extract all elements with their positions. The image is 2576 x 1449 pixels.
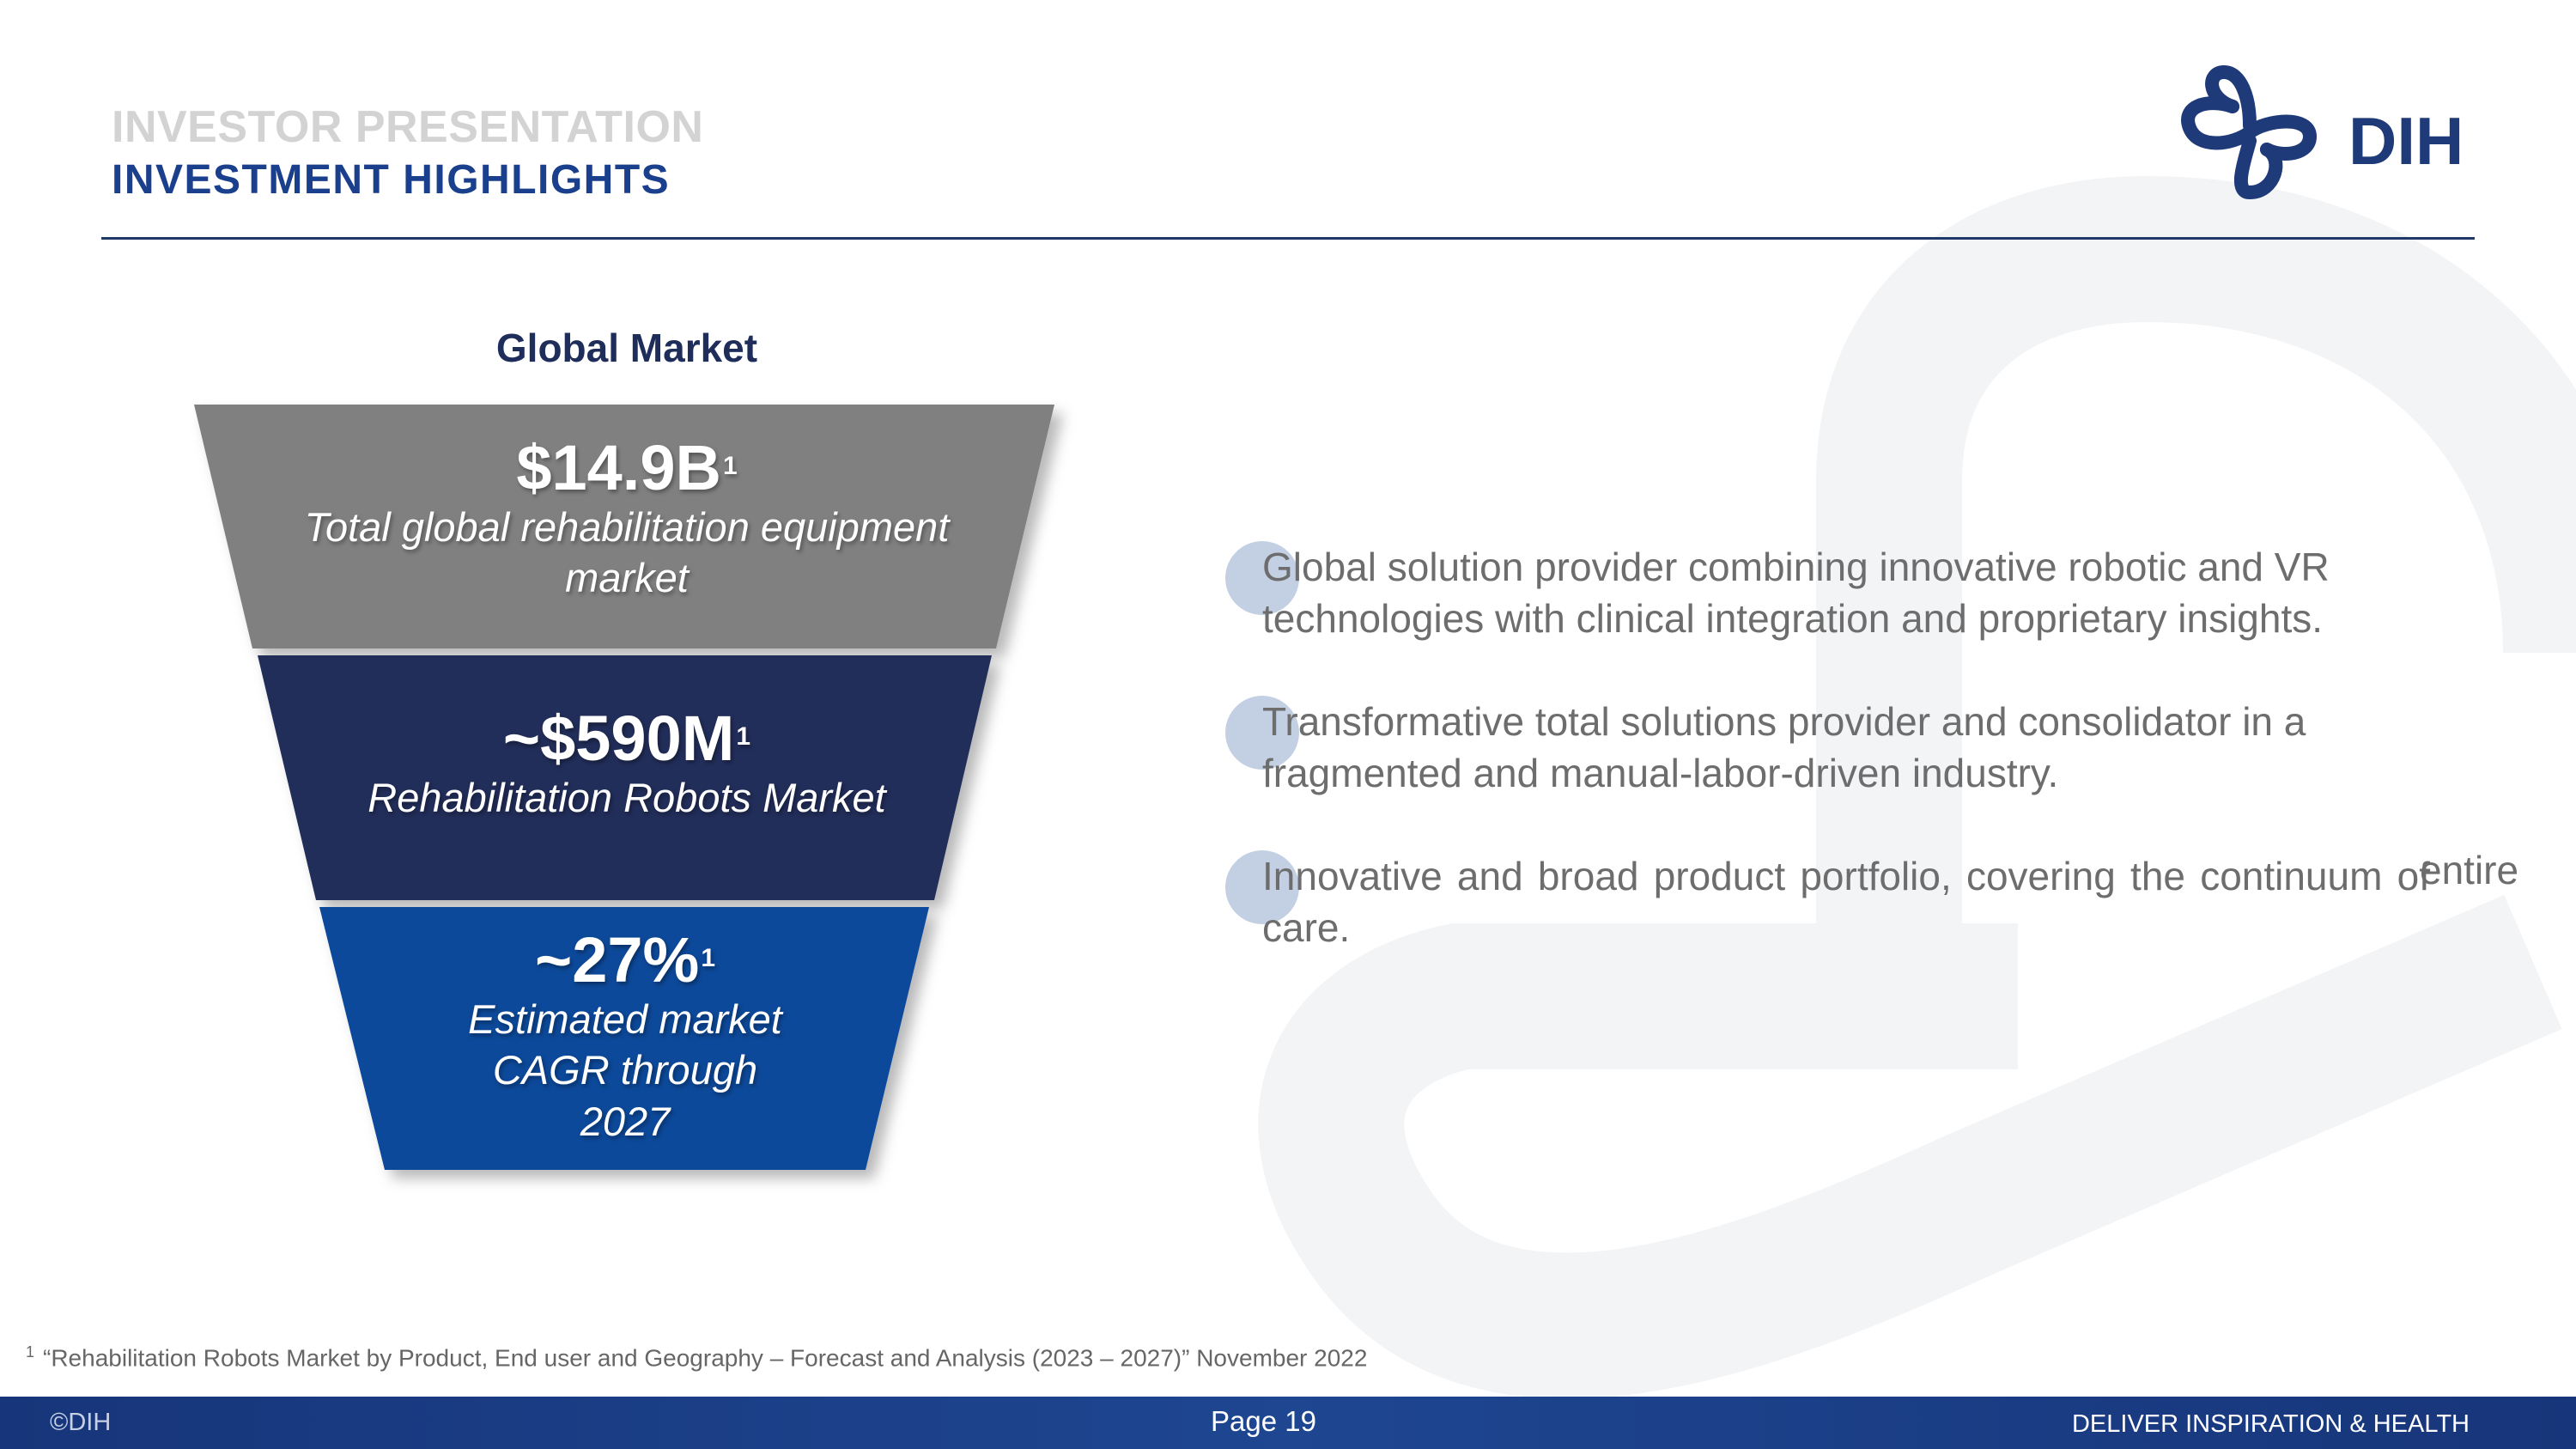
footer-bar: ©DIH Page 19 DELIVER INSPIRATION & HEALT…: [0, 1397, 2576, 1449]
dih-logo-text: DIH: [2348, 103, 2464, 179]
funnel-tier-3-text: ~27%1 Estimated market CAGR through 2027: [368, 927, 883, 1148]
funnel-tier-2-label-line-1: Rehabilitation Robots Market: [368, 774, 886, 820]
highlight-text: Transformative total solutions provider …: [1262, 699, 2306, 795]
highlight-item: Global solution provider combining innov…: [1225, 541, 2533, 644]
funnel-tier-total-market: [194, 405, 1054, 648]
presentation-kicker: INVESTOR PRESENTATION: [112, 102, 704, 152]
bullet-circle-icon: [1225, 850, 1299, 924]
source-footnote: 1 “Rehabilitation Robots Market by Produc…: [26, 1343, 1367, 1372]
header-divider: [101, 237, 2475, 240]
highlight-text: Global solution provider combining innov…: [1262, 545, 2330, 641]
bullet-circle-icon: [1225, 696, 1299, 770]
funnel-tier-1-text: $14.9B1 Total global rehabilitation equi…: [240, 435, 1013, 604]
dih-logo: DIH: [2181, 64, 2464, 200]
funnel-tier-3-value: ~27%1: [534, 924, 715, 995]
dih-logo-mark: [2181, 64, 2318, 200]
funnel-tier-3-label-line-3: 2027: [580, 1099, 671, 1145]
funnel-tier-1-label-line-2: market: [565, 555, 689, 601]
highlight-text: Innovative and broad product portfolio, …: [1262, 854, 2430, 950]
footnote-text: “Rehabilitation Robots Market by Product…: [43, 1344, 1368, 1372]
highlight-item: Innovative and broad product portfolio, …: [1225, 848, 2533, 953]
footnote-marker: 1: [26, 1343, 35, 1361]
highlight-text-overflow: entire: [2420, 848, 2519, 892]
funnel-tier-1-value: $14.9B1: [516, 432, 738, 503]
footnote-ref: 1: [736, 722, 751, 751]
footer-copyright: ©DIH: [50, 1409, 112, 1436]
funnel-tier-2-value: ~$590M1: [502, 703, 751, 774]
footnote-ref: 1: [722, 452, 738, 480]
funnel-tier-1-label-line-1: Total global rehabilitation equipment: [304, 503, 950, 550]
footer-tagline: DELIVER INSPIRATION & HEALTH: [2071, 1410, 2470, 1438]
funnel-heading: Global Market: [495, 326, 758, 370]
page-title: INVESTMENT HIGHLIGHTS: [112, 157, 671, 203]
highlight-item: Transformative total solutions provider …: [1225, 696, 2533, 799]
funnel-tier-cagr: [319, 907, 929, 1170]
highlights-list: Global solution provider combining innov…: [1225, 541, 2533, 1005]
funnel-tier-3-label-line-1: Estimated market: [468, 995, 782, 1042]
page-number: Page 19: [1211, 1405, 1316, 1437]
bullet-circle-icon: [1225, 541, 1299, 615]
funnel-tier-3-label-line-2: CAGR through: [492, 1047, 758, 1093]
funnel-tier-2-text: ~$590M1 Rehabilitation Robots Market: [283, 705, 970, 823]
footnote-ref: 1: [701, 944, 715, 972]
funnel-tier-robots-market: [258, 655, 992, 900]
